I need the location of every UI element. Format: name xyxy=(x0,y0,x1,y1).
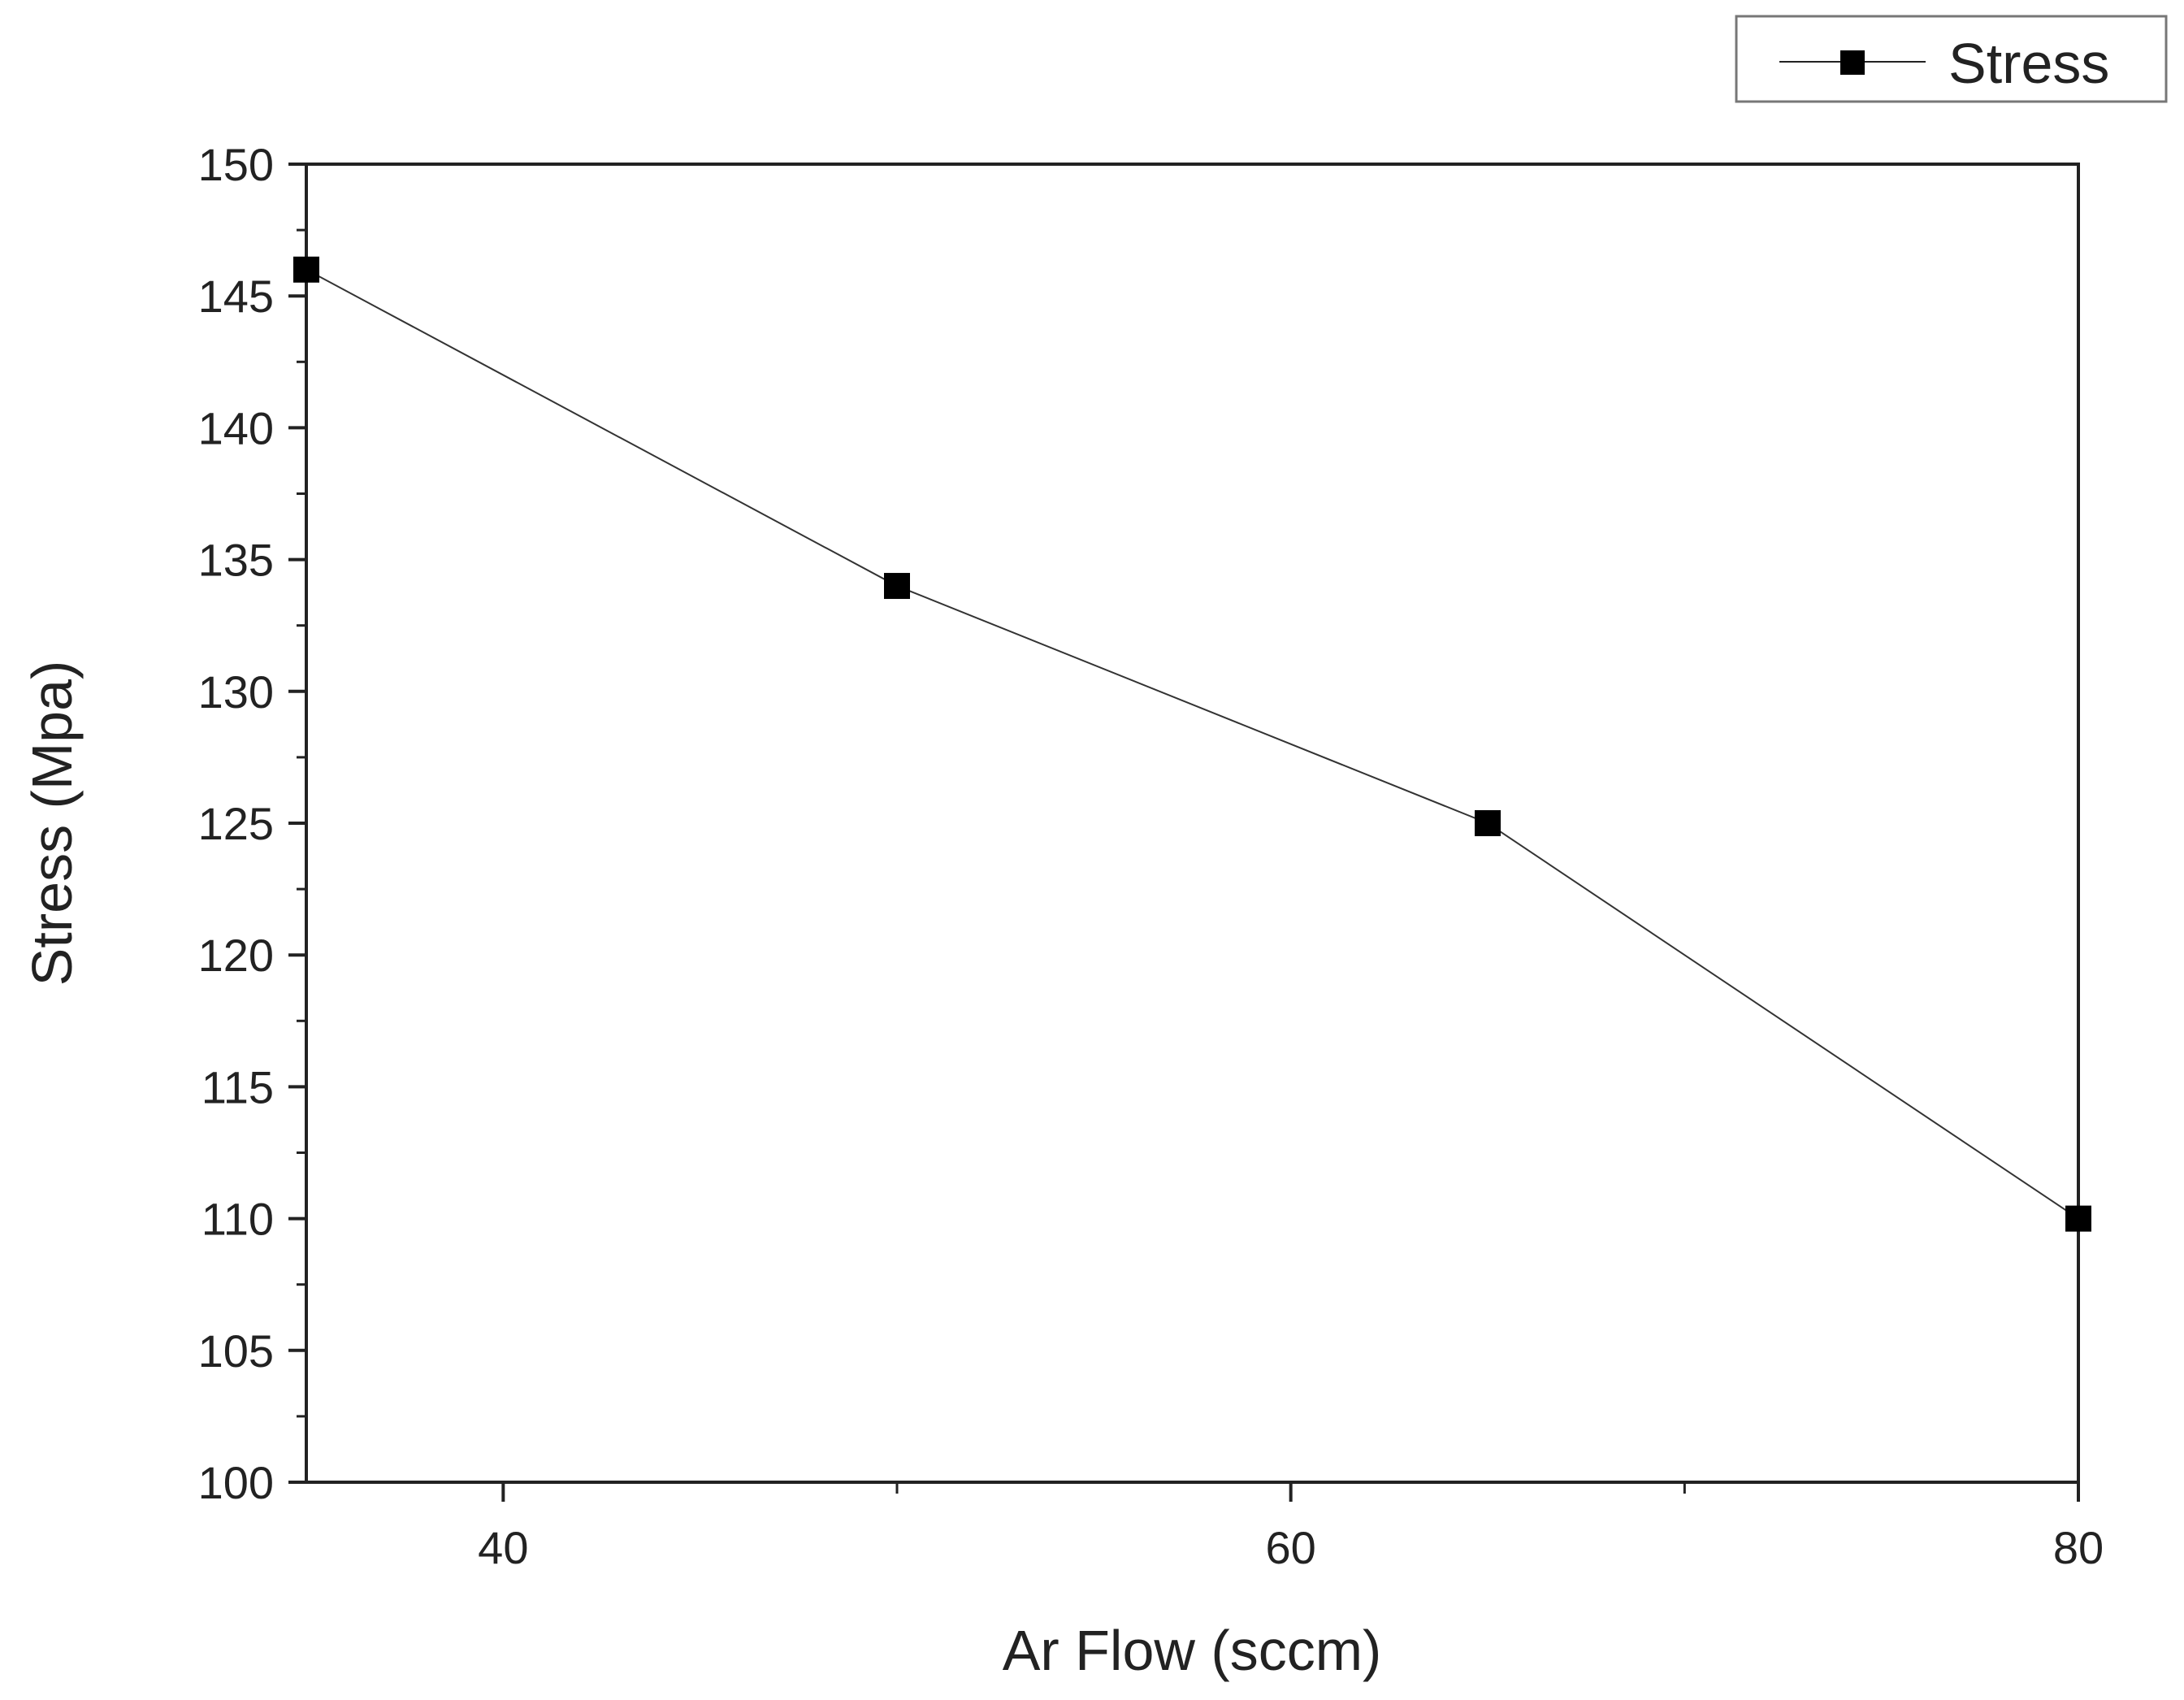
y-tick-label: 100 xyxy=(198,1457,274,1508)
data-point-marker xyxy=(293,256,319,283)
x-tick-label: 80 xyxy=(2053,1522,2104,1573)
legend-marker-square xyxy=(1840,50,1865,75)
legend-box xyxy=(1735,15,2168,103)
x-axis-title: Ar Flow (sccm) xyxy=(1003,1619,1382,1682)
legend: Stress xyxy=(1735,15,2168,103)
y-tick-label: 150 xyxy=(198,139,274,190)
x-axis-ticks: 40 60 80 xyxy=(478,1482,2104,1573)
y-tick-label: 125 xyxy=(198,798,274,849)
legend-label: Stress xyxy=(1948,32,2109,95)
y-tick-label: 145 xyxy=(198,271,274,322)
series-stress xyxy=(293,256,2091,1232)
y-tick-label: 120 xyxy=(198,930,274,981)
y-tick-label: 140 xyxy=(198,402,274,453)
x-tick-label: 40 xyxy=(478,1522,528,1573)
plot-frame xyxy=(305,163,2080,1484)
series-line xyxy=(306,268,2079,1220)
y-tick-label: 130 xyxy=(198,666,274,718)
y-tick-label: 110 xyxy=(202,1194,274,1245)
y-tick-label: 115 xyxy=(202,1061,274,1112)
data-point-marker xyxy=(2065,1205,2091,1232)
y-tick-label: 105 xyxy=(198,1325,274,1377)
y-tick-label: 135 xyxy=(198,535,274,586)
x-tick-label: 60 xyxy=(1266,1522,1316,1573)
y-axis-title: Stress (Mpa) xyxy=(20,661,84,987)
data-point-marker xyxy=(884,573,910,600)
y-axis-ticks: 100 105 110 115 120 125 130 135 140 145 150 xyxy=(198,139,306,1508)
data-point-marker xyxy=(1475,810,1501,836)
